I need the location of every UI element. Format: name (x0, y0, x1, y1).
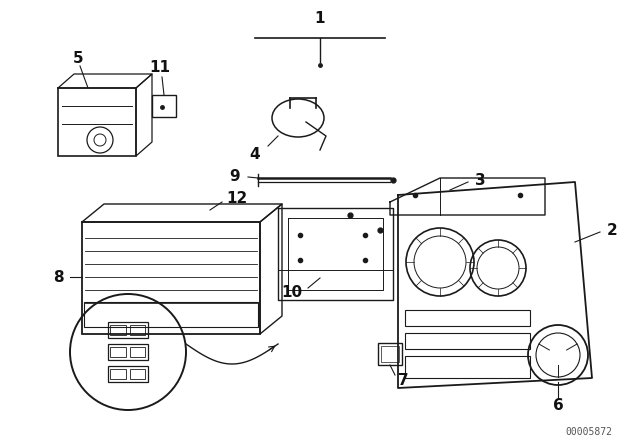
Text: 1: 1 (315, 10, 325, 26)
Bar (82, 222, 260, 334)
Bar (108, 344, 148, 360)
Text: 8: 8 (53, 270, 64, 284)
Text: 3: 3 (475, 172, 486, 188)
Bar (110, 347, 126, 357)
Bar (378, 343, 402, 365)
Bar (405, 333, 530, 349)
Bar (108, 366, 148, 382)
Bar (381, 346, 399, 362)
Text: 2: 2 (607, 223, 618, 237)
Text: 7: 7 (398, 372, 408, 388)
Text: 6: 6 (552, 397, 563, 413)
Bar (110, 369, 126, 379)
Text: 12: 12 (226, 190, 247, 206)
Text: 4: 4 (250, 146, 260, 161)
Text: 9: 9 (229, 168, 240, 184)
Bar (152, 95, 176, 117)
Bar (130, 369, 145, 379)
Text: 11: 11 (150, 60, 170, 74)
Bar (108, 322, 148, 338)
Text: 10: 10 (281, 284, 302, 300)
Bar (84, 302, 258, 327)
Bar (405, 356, 530, 378)
Text: 5: 5 (73, 51, 83, 65)
Bar (130, 347, 145, 357)
Bar (405, 310, 530, 326)
Bar (58, 88, 136, 156)
Text: 00005872: 00005872 (565, 427, 612, 437)
Bar (110, 325, 126, 335)
Bar (130, 325, 145, 335)
